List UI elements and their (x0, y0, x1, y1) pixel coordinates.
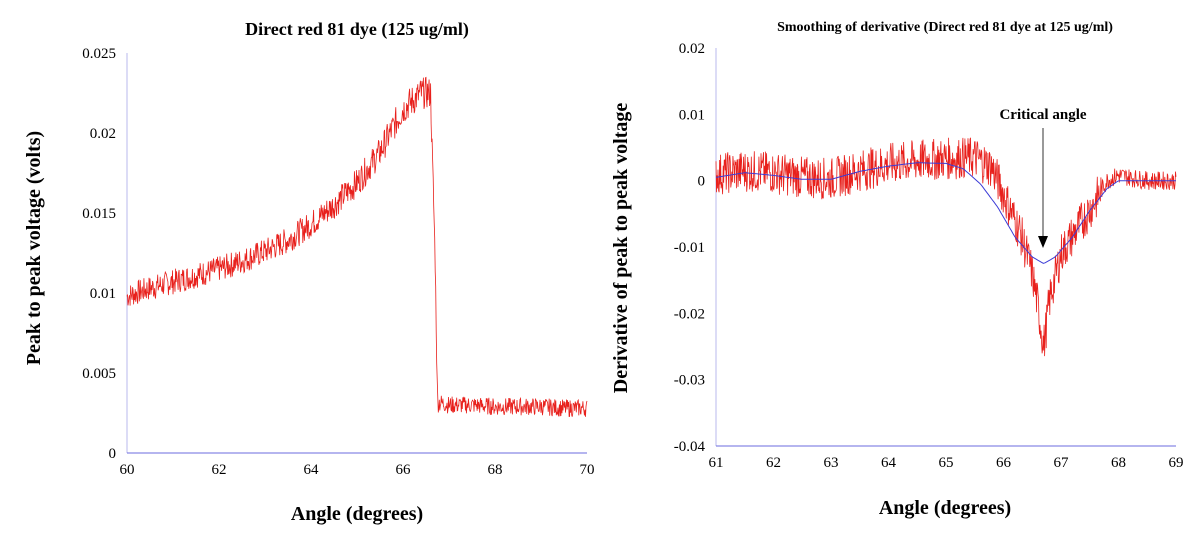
x-tick-label: 68 (488, 462, 503, 478)
chart-right-ticks: 61 62 63 64 65 66 67 68 69 0.02 0.01 0 -0.01 -0.02 -0.… (674, 41, 1184, 471)
x-tick-label: 67 (1054, 455, 1070, 471)
y-tick-label: -0.03 (674, 373, 705, 389)
x-tick-label: 66 (396, 462, 412, 478)
chart-left-ticks: 60 62 64 66 68 70 0 0.005 0.01 0.015 0.02 0.025 (82, 46, 594, 478)
x-tick-label: 62 (766, 455, 781, 471)
chart-right-title: Smoothing of derivative (Direct red 81 d… (777, 20, 1113, 35)
chart-left: Direct red 81 dye (125 ug/ml) Angle (deg… (23, 19, 595, 525)
x-tick-label: 61 (709, 455, 724, 471)
y-tick-label: 0 (698, 174, 706, 190)
y-tick-label: 0.005 (82, 366, 116, 382)
x-tick-label: 69 (1169, 455, 1184, 471)
series-line-smoothed (715, 162, 1176, 264)
chart-right-ylabel: Derivative of peak to peak voltage (610, 103, 632, 394)
chart-left-ylabel: Peak to peak voltage (volts) (23, 131, 45, 365)
chart-right-series (715, 137, 1177, 357)
x-tick-label: 62 (212, 462, 227, 478)
series-line-raw (715, 137, 1177, 357)
y-tick-label: 0.015 (82, 206, 116, 222)
chart-right: Smoothing of derivative (Direct red 81 d… (610, 20, 1184, 519)
series-line-raw (126, 76, 588, 417)
y-tick-label: 0.01 (90, 286, 116, 302)
x-tick-label: 63 (824, 455, 839, 471)
x-tick-label: 66 (996, 455, 1012, 471)
y-tick-label: -0.01 (674, 240, 705, 256)
x-tick-label: 68 (1111, 455, 1126, 471)
y-tick-label: 0.025 (82, 46, 116, 62)
chart-right-xlabel: Angle (degrees) (879, 497, 1011, 519)
x-tick-label: 64 (881, 455, 897, 471)
y-tick-label: -0.04 (674, 439, 706, 455)
x-tick-label: 64 (304, 462, 320, 478)
x-tick-label: 60 (120, 462, 135, 478)
chart-left-series (126, 76, 588, 417)
critical-angle-annotation: Critical angle (999, 107, 1087, 248)
x-tick-label: 65 (939, 455, 954, 471)
chart-left-xlabel: Angle (degrees) (291, 503, 423, 525)
chart-left-title: Direct red 81 dye (125 ug/ml) (245, 19, 469, 40)
critical-angle-label: Critical angle (999, 107, 1086, 123)
x-tick-label: 70 (580, 462, 595, 478)
y-tick-label: 0.02 (90, 126, 116, 142)
y-tick-label: -0.02 (674, 306, 705, 322)
y-tick-label: 0 (109, 446, 117, 462)
critical-angle-arrowhead (1038, 236, 1048, 248)
y-tick-label: 0.01 (679, 107, 705, 123)
y-tick-label: 0.02 (679, 41, 705, 57)
